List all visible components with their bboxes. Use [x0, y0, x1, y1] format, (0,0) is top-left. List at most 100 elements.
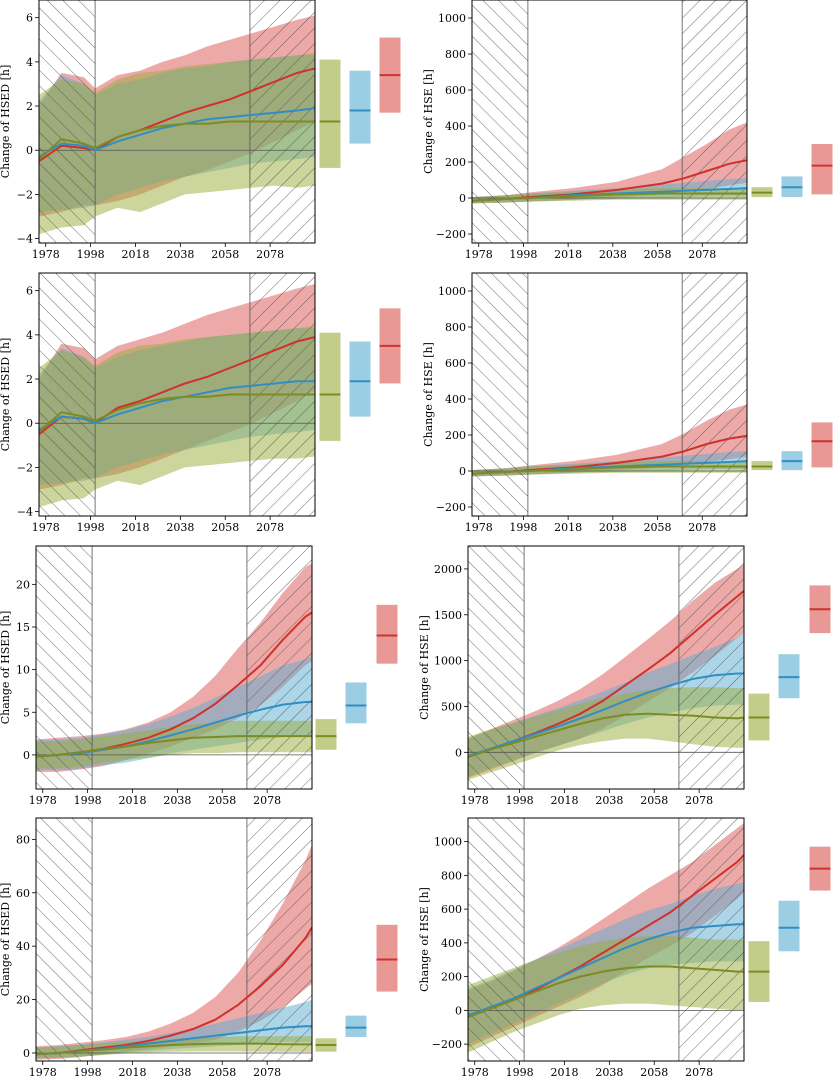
x-tick-label: 2038: [163, 794, 191, 807]
band-olive: [468, 687, 744, 780]
x-tick-label: 2058: [640, 794, 668, 807]
y-tick-label: 0: [23, 1047, 30, 1060]
y-axis-label: Change of HSE [h]: [422, 69, 435, 174]
hatch-region-future: [678, 818, 744, 1061]
y-axis-label: Change of HSE [h]: [418, 615, 431, 720]
x-tick-label: 2078: [256, 521, 284, 534]
x-tick-label: 2058: [644, 248, 672, 261]
y-tick-label: −4: [17, 233, 33, 246]
x-tick-label: 2058: [208, 794, 236, 807]
x-tick-label: 2038: [599, 521, 627, 534]
y-tick-label: 1000: [434, 655, 462, 668]
y-tick-label: 200: [445, 156, 466, 169]
axes-frame: [467, 545, 745, 790]
axes-frame: [38, 272, 316, 517]
y-tick-label: 2: [26, 373, 33, 386]
x-tick-label: 2038: [166, 521, 194, 534]
y-tick-label: 4: [26, 329, 33, 342]
hatch-region-reference: [468, 818, 525, 1061]
series-line-blue: [468, 923, 744, 1017]
series-line-olive: [468, 965, 744, 1019]
y-axis-label: Change of HSED [h]: [0, 611, 12, 725]
plot-area: [472, 0, 747, 243]
panel-row1-right: 1978 1998 2018 2038 2058 2078 −200 0 200 400 600 80…: [422, 0, 833, 261]
hatch-region-reference: [39, 273, 96, 516]
y-tick-label: 1000: [438, 12, 466, 25]
y-axis-label: Change of HSED [h]: [0, 338, 12, 452]
y-tick-label: 40: [16, 940, 30, 953]
x-tick-label: 2038: [595, 1066, 623, 1076]
y-tick-label: 800: [441, 869, 462, 882]
hatch-region-future: [246, 818, 312, 1061]
hatch-region-reference: [472, 0, 529, 243]
band-olive: [468, 936, 744, 1053]
x-tick-label: 1978: [461, 1066, 489, 1076]
x-tick-label: 2018: [118, 794, 146, 807]
y-tick-label: 400: [445, 393, 466, 406]
x-tick-label: 2038: [595, 794, 623, 807]
x-tick-label: 2078: [685, 794, 713, 807]
plot-area: [468, 546, 744, 789]
y-tick-label: 4: [26, 56, 33, 69]
band-olive: [36, 720, 312, 769]
x-tick-label: 2018: [121, 248, 149, 261]
axes-frame: [467, 817, 745, 1062]
y-tick-label: −200: [432, 1038, 462, 1051]
range-box-olive: [319, 332, 341, 441]
y-tick-label: 0: [455, 1004, 462, 1017]
band-olive: [39, 326, 315, 508]
plot-area: [39, 273, 315, 516]
x-tick-label: 2058: [640, 1066, 668, 1076]
y-tick-label: −200: [436, 228, 466, 241]
x-tick-label: 2018: [550, 794, 578, 807]
x-tick-label: 1978: [465, 248, 493, 261]
series-line-olive: [472, 192, 747, 202]
hatch-region-reference: [39, 0, 96, 243]
y-tick-label: 0: [459, 192, 466, 205]
series-line-olive: [36, 1042, 312, 1056]
x-tick-label: 2078: [253, 1066, 281, 1076]
x-tick-label: 1978: [32, 248, 60, 261]
y-tick-label: 600: [445, 357, 466, 370]
range-box-red: [811, 422, 833, 468]
x-tick-label: 2018: [121, 521, 149, 534]
x-tick-label: 2058: [644, 521, 672, 534]
y-tick-label: 1000: [434, 836, 462, 849]
y-tick-label: 1500: [434, 609, 462, 622]
y-axis-label: Change of HSE [h]: [418, 887, 431, 992]
y-tick-label: 800: [445, 48, 466, 61]
hatch-region-reference: [36, 546, 93, 789]
x-tick-label: 1998: [74, 1066, 102, 1076]
y-axis-label: Change of HSED [h]: [0, 883, 12, 997]
series-line-olive: [468, 712, 744, 758]
x-tick-label: 1978: [465, 521, 493, 534]
panel-row2-left: 1978 1998 2018 2038 2058 2078 −4 −2 0 2 4 6 Change o…: [0, 272, 401, 534]
y-tick-label: 0: [459, 465, 466, 478]
hatch-region-reference: [36, 818, 93, 1061]
series-line-olive: [39, 120, 315, 160]
y-tick-label: 6: [26, 12, 33, 25]
x-tick-label: 1998: [509, 248, 537, 261]
x-tick-label: 1978: [461, 794, 489, 807]
plot-area: [472, 273, 747, 516]
panel-row4-right: 1978 1998 2018 2038 2058 2078 −200 0 200 400 600 80…: [418, 817, 831, 1076]
axes-frame: [38, 0, 316, 244]
y-tick-label: 0: [23, 749, 30, 762]
x-tick-label: 1998: [506, 794, 534, 807]
y-tick-label: 20: [16, 994, 30, 1007]
panel-row2-right: 1978 1998 2018 2038 2058 2078 −200 0 200 400 600 80…: [422, 272, 833, 534]
axes-frame: [35, 545, 313, 790]
x-tick-label: 1978: [29, 1066, 57, 1076]
panel-row4-left: 1978 1998 2018 2038 2058 2078 0 20 40 60 80 Change …: [0, 817, 398, 1076]
series-line-olive: [39, 393, 315, 433]
y-tick-label: −4: [17, 506, 33, 519]
y-tick-label: 2000: [434, 563, 462, 576]
x-tick-label: 1998: [509, 521, 537, 534]
y-tick-label: 600: [445, 84, 466, 97]
range-box-blue: [345, 1015, 367, 1037]
hatch-region-future: [681, 273, 747, 516]
x-tick-label: 2078: [253, 794, 281, 807]
y-axis-label: Change of HSED [h]: [0, 65, 12, 179]
